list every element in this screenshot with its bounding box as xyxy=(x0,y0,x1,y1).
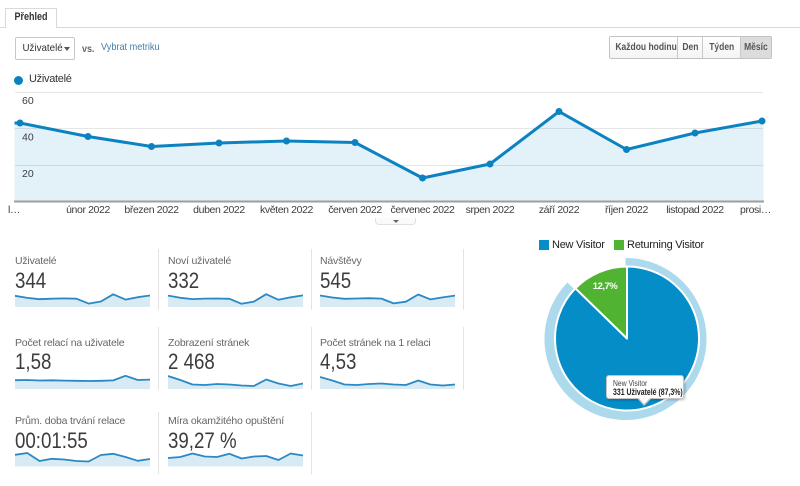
svg-text:květen 2022: květen 2022 xyxy=(260,204,314,216)
svg-text:12,7%: 12,7% xyxy=(593,281,618,292)
svg-text:červenec 2022: červenec 2022 xyxy=(391,204,455,216)
svg-text:20: 20 xyxy=(22,168,34,180)
svg-text:duben 2022: duben 2022 xyxy=(193,204,245,216)
svg-text:60: 60 xyxy=(22,95,34,107)
svg-text:l…: l… xyxy=(8,204,20,216)
svg-text:říjen 2022: říjen 2022 xyxy=(605,204,648,216)
svg-text:listopad 2022: listopad 2022 xyxy=(666,204,724,216)
svg-text:únor 2022: únor 2022 xyxy=(66,204,110,216)
svg-text:40: 40 xyxy=(22,132,34,144)
svg-text:prosi…: prosi… xyxy=(740,204,771,216)
svg-text:srpen 2022: srpen 2022 xyxy=(466,204,515,216)
svg-text:září 2022: září 2022 xyxy=(539,204,580,216)
svg-text:červen 2022: červen 2022 xyxy=(328,204,382,216)
svg-text:březen 2022: březen 2022 xyxy=(124,204,179,216)
